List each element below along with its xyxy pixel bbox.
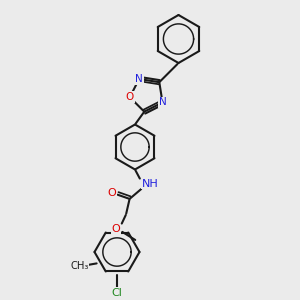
Text: O: O [126,92,134,102]
Text: Cl: Cl [112,287,122,298]
Text: O: O [112,224,121,235]
Text: N: N [159,98,167,107]
Text: NH: NH [142,178,158,189]
Text: O: O [107,188,116,198]
Text: N: N [135,74,143,84]
Text: CH₃: CH₃ [70,261,89,271]
